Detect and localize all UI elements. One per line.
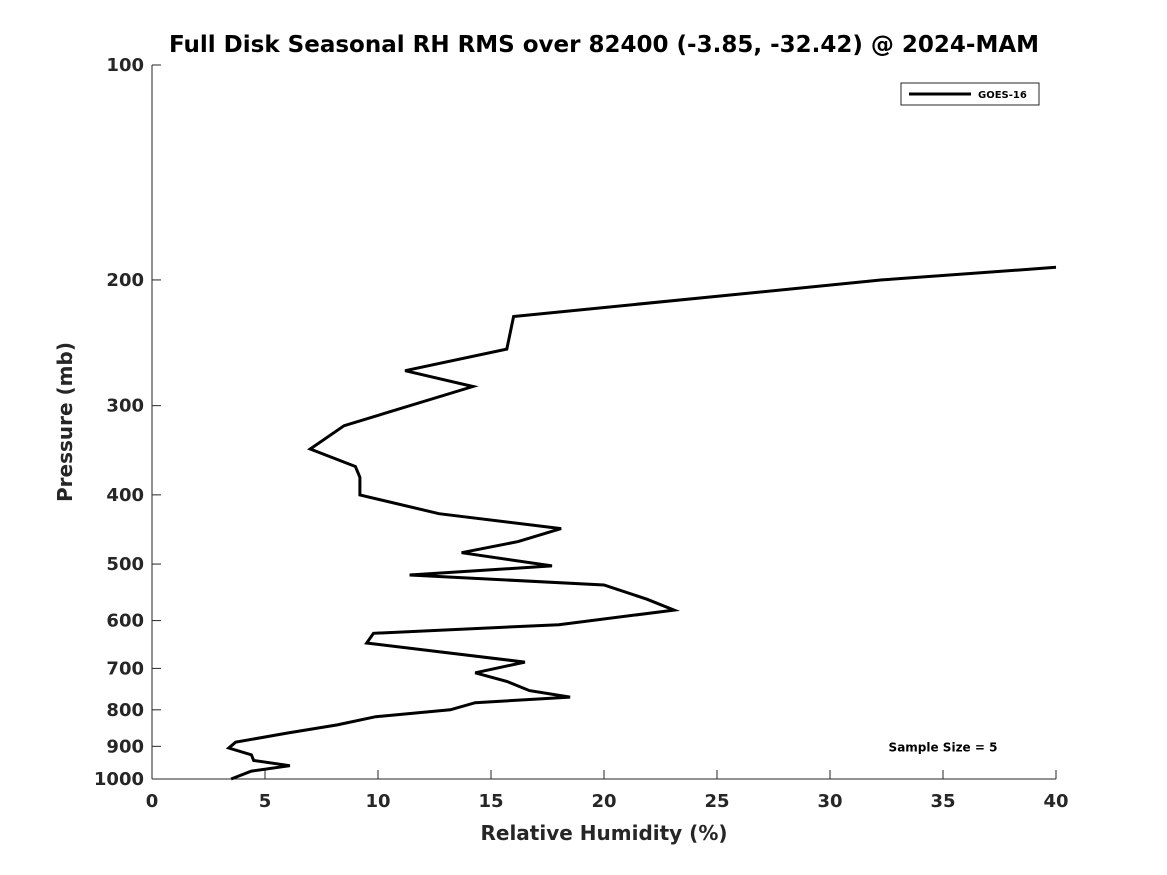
chart-title: Full Disk Seasonal RH RMS over 82400 (-3…: [169, 32, 1039, 58]
x-tick-label: 35: [930, 791, 955, 812]
x-tick-label: 25: [704, 791, 729, 812]
y-tick-label: 100: [106, 55, 144, 76]
sample-size-annotation: Sample Size = 5: [889, 740, 998, 754]
y-tick-label: 900: [106, 736, 144, 757]
y-axis-label: Pressure (mb): [53, 342, 77, 502]
x-tick-label: 40: [1043, 791, 1068, 812]
y-ticks: 100 200 300 400 500 600 700 800 900 1000: [94, 55, 161, 790]
series-layer: [225, 265, 1057, 781]
y-tick-label: 600: [106, 611, 144, 632]
y-tick-label: 800: [106, 700, 144, 721]
x-ticks: 0 5 10 15 20 25 30 35 40: [146, 770, 1069, 812]
y-tick-label: 300: [106, 396, 144, 417]
x-tick-label: 0: [146, 791, 159, 812]
y-tick-label: 200: [106, 270, 144, 291]
x-axis-label: Relative Humidity (%): [480, 821, 727, 845]
x-tick-label: 30: [817, 791, 842, 812]
x-tick-label: 20: [591, 791, 616, 812]
x-tick-label: 5: [259, 791, 272, 812]
x-tick-label: 15: [478, 791, 503, 812]
y-tick-label: 700: [106, 658, 144, 679]
series-line-goes-16: [225, 265, 1057, 781]
y-tick-label: 500: [106, 554, 144, 575]
x-tick-label: 10: [365, 791, 390, 812]
y-tick-label: 400: [106, 485, 144, 506]
y-tick-label: 1000: [94, 769, 144, 790]
axes: [151, 65, 1056, 780]
legend-label: GOES-16: [978, 90, 1027, 101]
legend: GOES-16: [900, 82, 1040, 106]
